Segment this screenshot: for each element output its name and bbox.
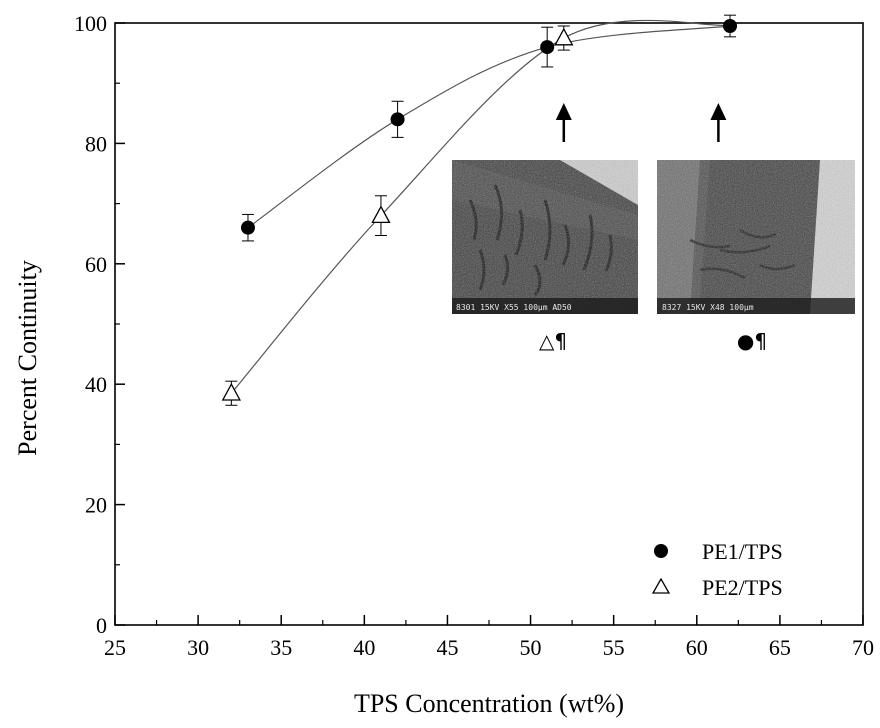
legend-marker-triangle (651, 577, 671, 594)
data-point-pe1 (240, 213, 255, 242)
fit-curve-pe2 (230, 19, 731, 394)
data-point-pe2 (371, 195, 391, 237)
data-point-circle (240, 220, 255, 235)
data-point-pe1 (390, 100, 405, 138)
data-point-triangle (221, 382, 241, 401)
legend-label: PE2/TPS (702, 575, 783, 600)
svg-text:8327 15KV X48 100μm: 8327 15KV X48 100μm (662, 303, 754, 312)
sem-inset-pe1: 8327 15KV X48 100μm (657, 160, 855, 314)
inset-arrow-head (555, 103, 572, 120)
data-markers (221, 14, 738, 406)
x-tick-label: 55 (603, 635, 625, 660)
axis-ticks: 25 30 35 40 45 50 55 60 65 70 0 20 40 60 80 100 (74, 11, 874, 660)
fit-curve-pe1 (247, 25, 731, 229)
plot-frame (114, 22, 864, 626)
inset-caption: ●¶ (737, 329, 767, 353)
x-tick-label: 70 (852, 635, 874, 660)
x-tick-label: 35 (270, 635, 292, 660)
sem-inset-pe2: 8301 15KV X55 100μm AD50 (452, 160, 638, 314)
legend-item: PE1/TPS (654, 539, 783, 564)
x-tick-label: 50 (520, 635, 542, 660)
y-tick-label: 40 (85, 372, 107, 397)
legend-label: PE1/TPS (702, 539, 783, 564)
inset-arrow-head (710, 103, 727, 120)
y-axis-label: Percent Continuity (13, 260, 42, 456)
data-point-pe1 (723, 14, 738, 38)
x-axis-label: TPS Concentration (wt%) (354, 689, 624, 718)
x-tick-label: 30 (187, 635, 209, 660)
x-tick-label: 45 (436, 635, 458, 660)
legend-item: PE2/TPS (651, 575, 783, 600)
data-point-pe2 (221, 380, 241, 406)
x-tick-label: 60 (686, 635, 708, 660)
data-point-pe2 (554, 25, 574, 51)
x-tick-label: 40 (353, 635, 375, 660)
data-point-pe1 (540, 26, 555, 68)
data-point-triangle (371, 205, 391, 224)
legend-marker-circle (654, 544, 668, 558)
y-tick-label: 80 (85, 131, 107, 156)
inset-caption: △¶ (539, 329, 567, 353)
y-tick-label: 100 (74, 11, 107, 36)
y-tick-label: 20 (85, 493, 107, 518)
data-point-circle (390, 112, 405, 127)
svg-text:8301 15KV X55 100μm AD50: 8301 15KV X55 100μm AD50 (456, 303, 572, 312)
fit-curves (230, 19, 731, 394)
x-tick-label: 25 (104, 635, 126, 660)
y-tick-label: 60 (85, 252, 107, 277)
x-tick-label: 65 (769, 635, 791, 660)
data-point-circle (540, 40, 555, 55)
legend: PE1/TPS PE2/TPS (651, 539, 783, 600)
data-point-triangle (554, 27, 574, 46)
inset-annotations: △¶ ●¶ (539, 103, 767, 353)
data-point-circle (723, 19, 738, 34)
y-tick-label: 0 (96, 613, 107, 638)
